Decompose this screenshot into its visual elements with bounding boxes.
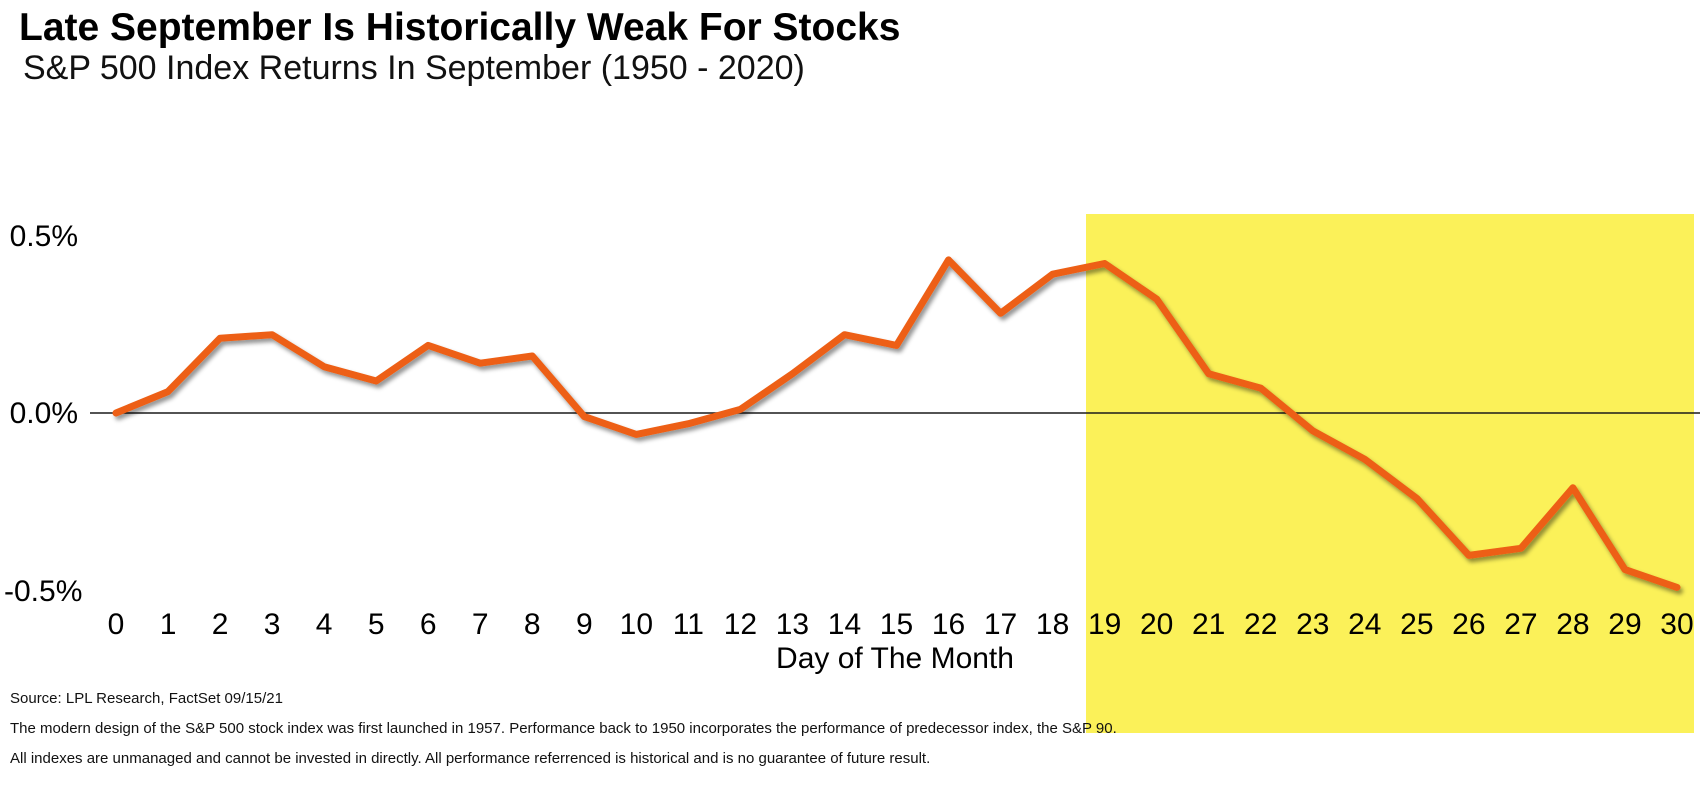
x-tick-label: 21 [1192, 608, 1226, 641]
x-tick-label: 27 [1504, 608, 1538, 641]
x-tick-label: 28 [1556, 608, 1590, 641]
x-tick-label: 9 [575, 608, 593, 641]
x-tick-label: 4 [315, 608, 333, 641]
x-tick-label: 18 [1035, 608, 1070, 641]
x-tick-label: 8 [523, 608, 541, 641]
x-tick-label: 20 [1139, 608, 1174, 641]
y-tick-label-top: 0.5% [9, 220, 78, 253]
x-tick-label: 3 [263, 608, 281, 641]
x-tick-label: 12 [723, 608, 758, 641]
x-axis-title: Day of The Month [776, 642, 1014, 675]
x-tick-label: 15 [879, 608, 914, 641]
x-tick-label: 10 [619, 608, 654, 641]
disclosure-note-1: The modern design of the S&P 500 stock i… [10, 720, 1117, 737]
y-tick-label-bottom: -0.5% [4, 575, 83, 608]
x-tick-label: 24 [1348, 608, 1382, 641]
disclosure-note-2: All indexes are unmanaged and cannot be … [10, 750, 931, 767]
x-tick-label: 6 [419, 608, 437, 641]
x-tick-label: 30 [1660, 608, 1694, 641]
x-tick-label: 13 [775, 608, 810, 641]
late-september-highlight-band [1086, 214, 1694, 733]
source-note: Source: LPL Research, FactSet 09/15/21 [10, 690, 283, 707]
x-tick-label: 19 [1087, 608, 1122, 641]
y-tick-label-zero: 0.0% [9, 397, 78, 430]
x-tick-label: 17 [983, 608, 1018, 641]
x-tick-label: 25 [1400, 608, 1434, 641]
x-tick-label: 22 [1244, 608, 1278, 641]
chart-title: Late September Is Historically Weak For … [19, 6, 901, 49]
x-tick-label: 14 [827, 608, 862, 641]
x-tick-label: 29 [1608, 608, 1642, 641]
x-tick-label: 5 [367, 608, 385, 641]
x-tick-label: 16 [931, 608, 966, 641]
x-tick-label: 0 [107, 608, 125, 641]
x-tick-label: 7 [471, 608, 489, 641]
x-tick-label: 11 [672, 608, 704, 641]
chart-subtitle: S&P 500 Index Returns In September (1950… [23, 49, 805, 87]
sp500-return-line [112, 256, 1681, 591]
x-tick-label: 2 [211, 608, 229, 641]
x-tick-label: 26 [1452, 608, 1486, 641]
x-tick-label: 23 [1296, 608, 1330, 641]
x-tick-label: 1 [159, 608, 177, 641]
